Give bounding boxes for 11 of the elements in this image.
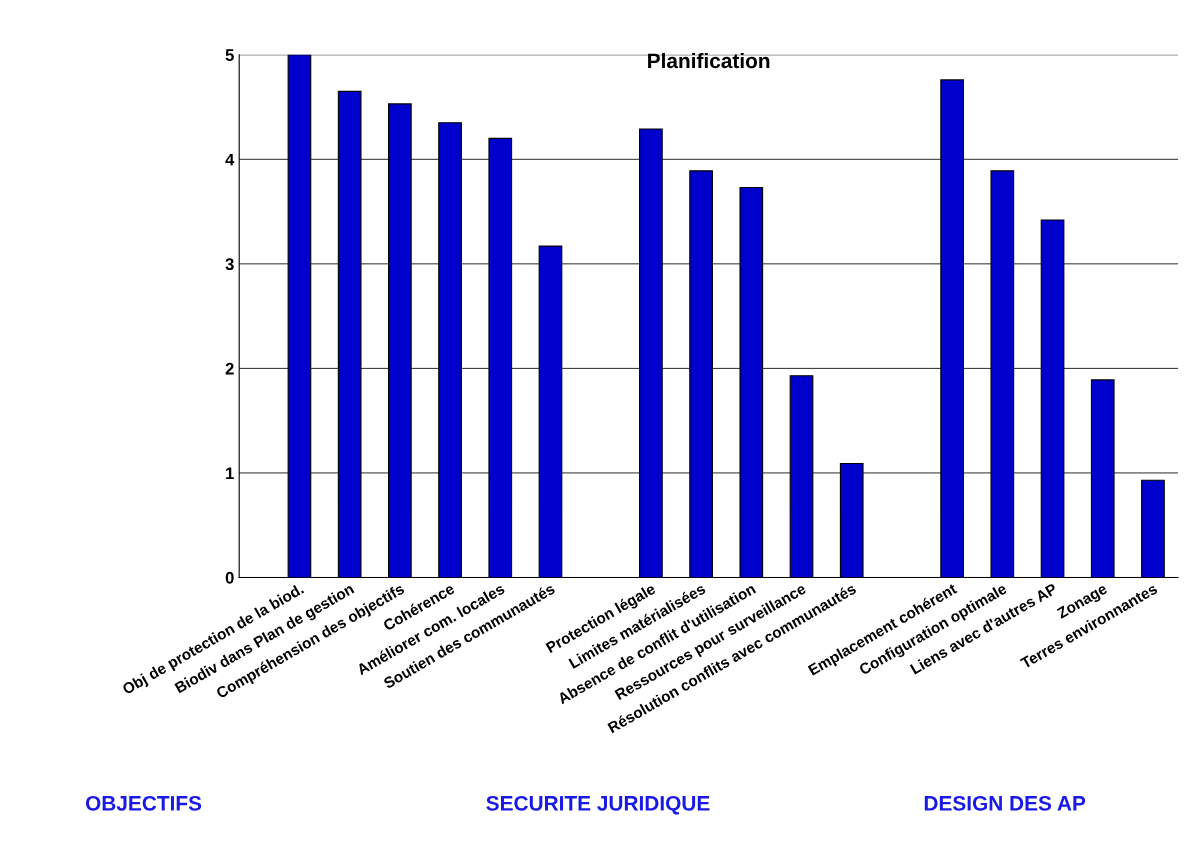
- text: DESIGN DES AP: [924, 795, 1086, 811]
- y-tick-label: 0: [225, 571, 234, 584]
- bar: [1141, 479, 1165, 578]
- text: SECURITE JURIDIQUE: [486, 795, 710, 815]
- text: OBJECTIFS: [85, 795, 202, 811]
- y-tick-label: 1: [226, 467, 234, 479]
- y-tick-label: 5: [225, 49, 234, 61]
- y-tick-label: 2: [225, 362, 234, 375]
- chart-title: Planification: [648, 52, 770, 69]
- y-tick-label: 4: [225, 153, 235, 166]
- y-tick-label: 3: [225, 258, 234, 271]
